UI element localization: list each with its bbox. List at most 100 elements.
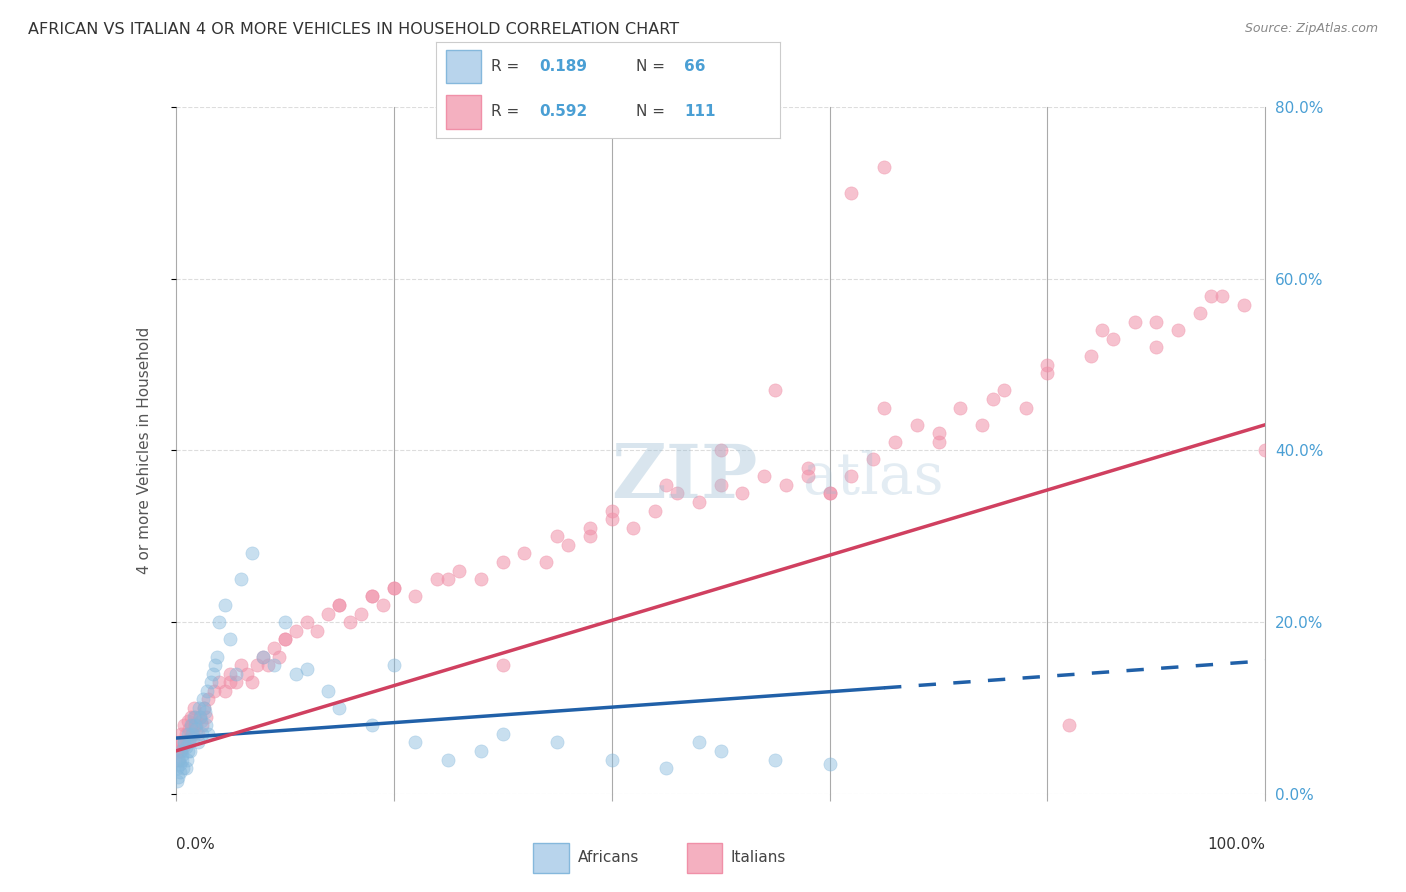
Point <box>172 739 194 754</box>
Text: R =: R = <box>491 59 524 73</box>
Point <box>191 727 214 741</box>
Point <box>181 727 204 741</box>
Point <box>763 753 786 767</box>
Point <box>166 761 188 775</box>
Point <box>841 469 863 483</box>
Point <box>166 774 188 789</box>
Point <box>1146 315 1168 329</box>
Point <box>186 718 208 732</box>
Point <box>284 666 307 681</box>
Point <box>361 590 384 604</box>
Text: ZIP: ZIP <box>612 442 758 515</box>
Point <box>183 701 205 715</box>
Point <box>579 529 602 543</box>
Point <box>179 744 201 758</box>
Point <box>361 590 384 604</box>
Point <box>763 384 786 398</box>
Point <box>928 426 950 441</box>
Point <box>688 735 710 749</box>
Point <box>169 744 191 758</box>
Point <box>190 714 212 728</box>
Point <box>382 581 405 595</box>
Point <box>731 486 754 500</box>
Text: Italians: Italians <box>731 850 786 864</box>
Point <box>177 714 200 728</box>
Point <box>382 658 405 673</box>
Point <box>666 486 689 500</box>
Point <box>197 727 219 741</box>
Point <box>174 761 197 775</box>
Point <box>546 735 568 749</box>
Point <box>219 675 242 690</box>
Point <box>579 521 602 535</box>
Point <box>862 452 884 467</box>
Point <box>184 709 207 723</box>
Point <box>176 735 198 749</box>
Y-axis label: 4 or more Vehicles in Household: 4 or more Vehicles in Household <box>138 326 152 574</box>
Point <box>172 761 194 775</box>
Point <box>307 624 329 638</box>
Point <box>470 744 492 758</box>
Point <box>873 160 896 174</box>
Point <box>173 735 195 749</box>
Point <box>1015 401 1038 415</box>
Point <box>201 666 224 681</box>
Point <box>437 572 460 586</box>
Point <box>470 572 492 586</box>
Point <box>339 615 361 630</box>
Point <box>797 460 820 475</box>
Point <box>426 572 449 586</box>
Point <box>181 718 204 732</box>
Text: Source: ZipAtlas.com: Source: ZipAtlas.com <box>1244 22 1378 36</box>
Bar <box>446 95 481 128</box>
Point <box>818 486 841 500</box>
Point <box>1091 323 1114 337</box>
Point <box>191 718 214 732</box>
Point <box>219 632 242 647</box>
Point <box>208 675 231 690</box>
Text: 111: 111 <box>683 103 716 119</box>
Point <box>818 756 841 771</box>
Point <box>231 572 253 586</box>
Point <box>972 417 994 432</box>
Point <box>873 401 896 415</box>
Point <box>263 640 285 655</box>
Point <box>170 744 193 758</box>
Point <box>993 384 1015 398</box>
Point <box>180 718 202 732</box>
Point <box>1059 718 1081 732</box>
Point <box>225 666 247 681</box>
Point <box>841 186 863 200</box>
Point <box>361 718 384 732</box>
Point <box>195 683 218 698</box>
Point <box>318 683 340 698</box>
Point <box>437 753 460 767</box>
Point <box>447 564 470 578</box>
Point <box>1167 323 1189 337</box>
Text: AFRICAN VS ITALIAN 4 OR MORE VEHICLES IN HOUSEHOLD CORRELATION CHART: AFRICAN VS ITALIAN 4 OR MORE VEHICLES IN… <box>28 22 679 37</box>
Point <box>183 709 205 723</box>
Text: Africans: Africans <box>578 850 638 864</box>
Point <box>274 632 297 647</box>
Point <box>710 478 733 492</box>
Point <box>328 598 350 612</box>
Point <box>193 701 215 715</box>
Point <box>173 718 195 732</box>
Point <box>205 649 228 664</box>
Point <box>180 709 202 723</box>
Point <box>274 615 297 630</box>
Point <box>177 727 200 741</box>
Point <box>219 666 242 681</box>
Point <box>174 739 197 754</box>
Point <box>204 658 226 673</box>
Point <box>167 770 190 784</box>
Point <box>173 735 195 749</box>
Point <box>208 615 231 630</box>
Point <box>655 478 678 492</box>
Point <box>1123 315 1146 329</box>
Text: 0.189: 0.189 <box>540 59 588 73</box>
Point <box>710 744 733 758</box>
Point <box>172 748 194 763</box>
Point <box>231 658 253 673</box>
Point <box>1233 297 1256 311</box>
